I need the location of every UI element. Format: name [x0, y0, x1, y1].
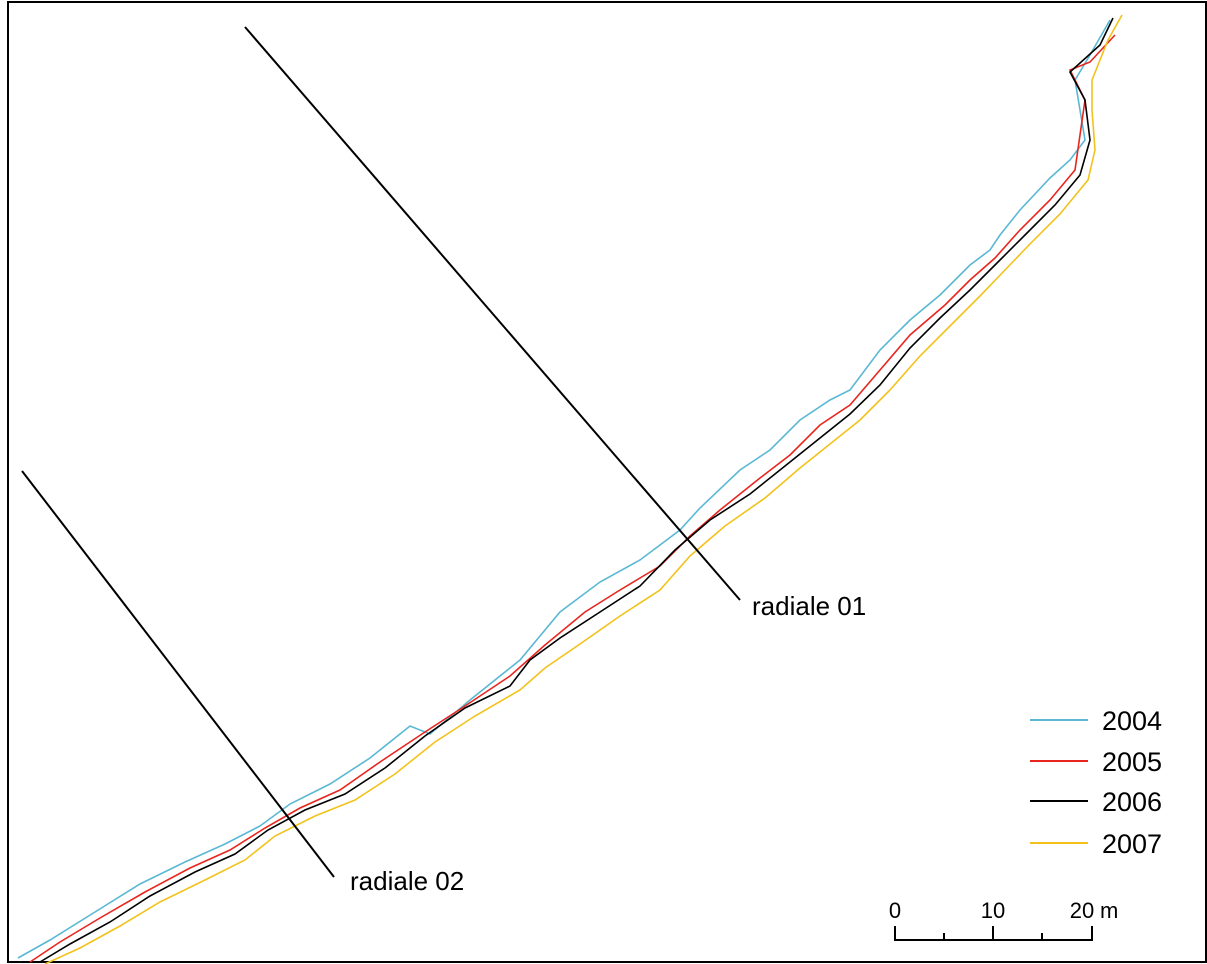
shoreline-2005	[29, 34, 1116, 963]
legend-item-2007: 2007	[1030, 829, 1162, 859]
transects: radiale 01 radiale 02	[21, 26, 866, 896]
transect-label-01: radiale 01	[752, 591, 866, 621]
scale-bar: 0 10 20 m	[889, 898, 1118, 941]
shoreline-2007	[44, 14, 1123, 964]
legend-label-2004: 2004	[1102, 706, 1162, 736]
transect-radiale-01	[244, 26, 741, 601]
legend-item-2005: 2005	[1030, 747, 1162, 777]
legend-label-2007: 2007	[1102, 829, 1162, 859]
transect-radiale-02	[21, 470, 335, 878]
shorelines	[17, 14, 1123, 964]
scale-label-10: 10	[981, 898, 1005, 923]
scale-label-0: 0	[889, 898, 901, 923]
shoreline-2006	[39, 17, 1114, 963]
legend-label-2005: 2005	[1102, 747, 1162, 777]
legend-label-2006: 2006	[1102, 787, 1162, 817]
legend: 2004 2005 2006 2007	[1030, 706, 1162, 859]
shoreline-2004	[17, 19, 1111, 959]
legend-item-2004: 2004	[1030, 706, 1162, 736]
scale-unit: m	[1100, 898, 1118, 923]
legend-item-2006: 2006	[1030, 787, 1162, 817]
map-frame	[7, 1, 1207, 963]
transect-label-02: radiale 02	[350, 866, 464, 896]
scale-label-20: 20	[1070, 898, 1094, 923]
